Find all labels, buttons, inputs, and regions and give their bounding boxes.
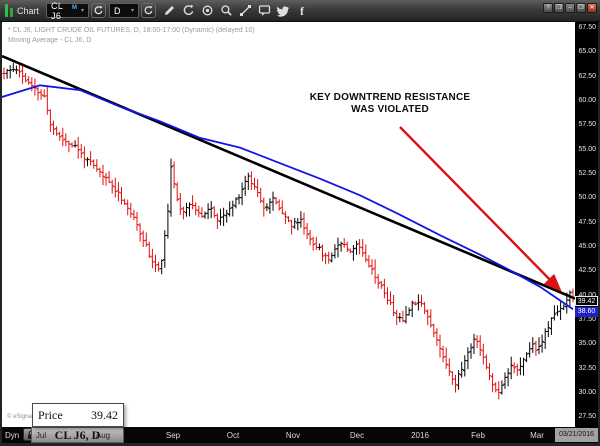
price-tick-label: 27.50 xyxy=(578,413,596,421)
chart-title: * CL J6, LIGHT CRUDE OIL FUTURES, D, 18:… xyxy=(8,27,255,34)
pencil-icon[interactable] xyxy=(162,4,176,18)
month-label: Mar xyxy=(530,431,544,440)
trendline-tool-icon[interactable] xyxy=(238,4,252,18)
price-axis[interactable]: 39.42 38.60 67.50 65.00 62.50 60.00 57.50 55.… xyxy=(575,22,598,427)
facebook-icon[interactable]: f xyxy=(295,4,309,18)
symbol-refresh-button[interactable] xyxy=(91,3,107,18)
month-label: 2016 xyxy=(411,431,429,440)
tooltip-value: 39.42 xyxy=(91,407,118,422)
price-tick-label: 52.50 xyxy=(578,169,596,177)
refresh-icon[interactable] xyxy=(181,4,195,18)
help-button[interactable]: ? xyxy=(543,3,553,13)
comment-icon[interactable] xyxy=(257,4,271,18)
price-tick-label: 65.00 xyxy=(578,48,596,56)
annotation-line2: WAS VIOLATED xyxy=(351,104,429,115)
price-tick-label: 50.00 xyxy=(578,194,596,202)
price-tick-label: 57.50 xyxy=(578,121,596,129)
price-tick-label: 37.50 xyxy=(578,315,596,323)
month-label: Aug xyxy=(95,431,111,440)
month-label: Jul xyxy=(35,431,47,440)
interval-input[interactable]: D ▾ xyxy=(109,3,140,18)
chevron-down-icon[interactable]: ▾ xyxy=(81,8,85,14)
chevron-down-icon[interactable]: ▾ xyxy=(131,8,135,14)
price-tick-label: 60.00 xyxy=(578,96,596,104)
interval-value: D xyxy=(114,5,121,16)
price-tick-label: 42.50 xyxy=(578,267,596,275)
price-tooltip: Price 39.42 xyxy=(32,403,124,427)
moving-average-price-tag: 38.60 xyxy=(575,307,598,318)
last-price-tag: 39.42 xyxy=(575,296,598,307)
end-date-label: 03/21/2016 xyxy=(555,428,598,442)
price-tick-label: 55.00 xyxy=(578,145,596,153)
symbol-delayed-badge: M xyxy=(72,4,77,11)
symbol-input[interactable]: CL J6 M ▾ xyxy=(46,0,90,21)
zoom-icon[interactable] xyxy=(219,4,233,18)
svg-text:f: f xyxy=(300,4,305,17)
price-tick-label: 32.50 xyxy=(578,364,596,372)
minimize-button[interactable]: – xyxy=(565,3,575,13)
month-label: Oct xyxy=(226,431,240,440)
price-tick-label: 30.00 xyxy=(578,388,596,396)
annotation-text: KEY DOWNTREND RESISTANCE WAS VIOLATED xyxy=(290,92,490,116)
ohlc-bars-down xyxy=(2,63,575,400)
price-chart xyxy=(1,54,576,400)
price-tick-label: 35.00 xyxy=(578,340,596,348)
toolbar: Chart CL J6 M ▾ D ▾ xyxy=(0,0,600,22)
symbol-value: CL J6 xyxy=(51,0,63,21)
maximize-button[interactable]: ❐ xyxy=(576,3,586,13)
copyright-label: © eSignal, 2016 xyxy=(7,414,50,420)
dyn-label: Dyn xyxy=(5,431,20,440)
tooltip-label: Price xyxy=(38,407,63,422)
time-axis[interactable]: Dyn CL J6, D 03/21/2016 Jul Aug Sep Oct Nov D… xyxy=(2,427,598,443)
chart-app-icon xyxy=(5,4,13,17)
close-button[interactable]: ✕ xyxy=(587,3,597,13)
chart-tab[interactable]: CL J6, D xyxy=(31,427,124,443)
window-controls: ? ❐ – ❐ ✕ xyxy=(543,3,597,13)
month-label: Dec xyxy=(349,431,365,440)
interval-refresh-button[interactable] xyxy=(141,3,157,18)
tool-iconbar: f xyxy=(162,4,309,18)
restore-button[interactable]: ❐ xyxy=(554,3,564,13)
indicator-label: Moving Average - CL J6, D xyxy=(8,37,92,44)
chart-area: * CL J6, LIGHT CRUDE OIL FUTURES, D, 18:… xyxy=(1,22,598,427)
refresh-icon xyxy=(144,5,153,15)
price-tick-label: 45.00 xyxy=(578,242,596,250)
annotation-arrow xyxy=(399,126,562,292)
ohlc-bars-up xyxy=(5,62,572,395)
price-tick-label: 47.50 xyxy=(578,218,596,226)
price-tick-label: 40.00 xyxy=(578,291,596,299)
month-label: Sep xyxy=(165,431,181,440)
month-label: Nov xyxy=(285,431,301,440)
record-icon[interactable] xyxy=(200,4,214,18)
price-tick-label: 67.50 xyxy=(578,23,596,31)
plot-region[interactable]: * CL J6, LIGHT CRUDE OIL FUTURES, D, 18:… xyxy=(1,22,576,427)
annotation-line1: KEY DOWNTREND RESISTANCE xyxy=(309,92,471,103)
month-label: Feb xyxy=(471,431,485,440)
price-tick-label: 62.50 xyxy=(578,72,596,80)
moving-average-line xyxy=(1,84,574,310)
app-label: Chart xyxy=(17,5,40,16)
refresh-icon xyxy=(94,5,103,15)
twitter-icon[interactable] xyxy=(276,4,290,18)
